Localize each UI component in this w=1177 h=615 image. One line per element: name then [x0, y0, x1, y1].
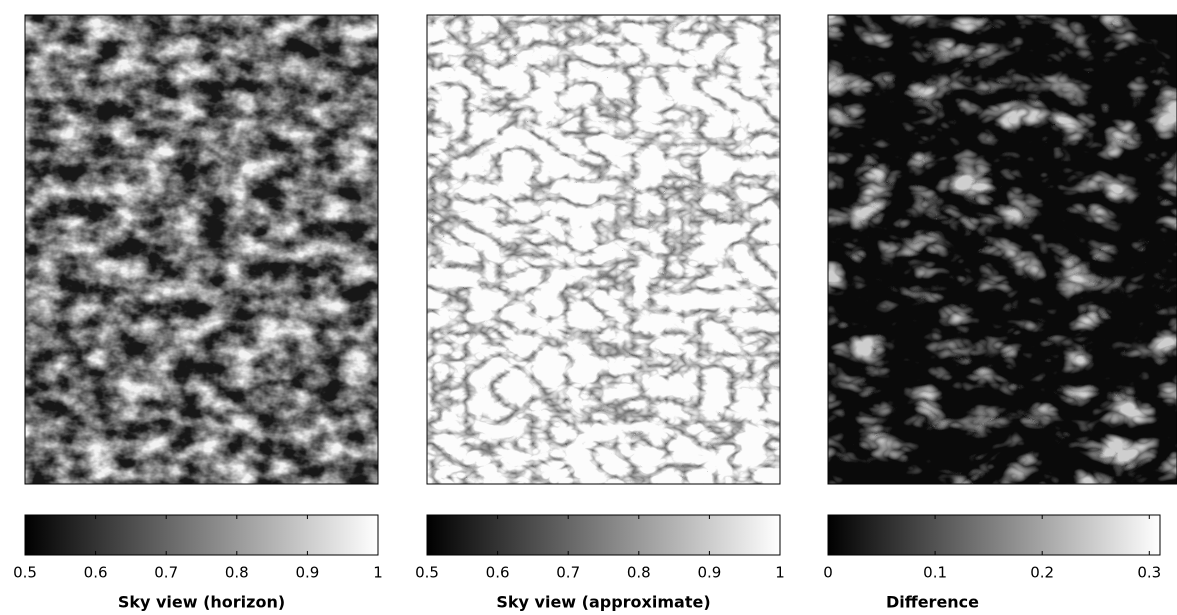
tick-label: 0.8	[225, 564, 249, 582]
colorbar	[828, 515, 1160, 555]
tick-label: 0.8	[627, 564, 651, 582]
figure: 0.5 0.6 0.7 0.8 0.9 1 Sky view (horizon) 0.5 0.6…	[0, 0, 1177, 615]
tick-label: 0.2	[1030, 564, 1054, 582]
colorbar-title: Difference	[886, 593, 979, 612]
tick-label: 0.6	[84, 564, 108, 582]
colorbar-title: Sky view (horizon)	[118, 593, 285, 612]
tick-label: 0.9	[295, 564, 319, 582]
tick-label: 0.5	[415, 564, 439, 582]
tick-label: 0	[823, 564, 833, 582]
colorbar-title: Sky view (approximate)	[496, 593, 710, 612]
tick-label: 0.3	[1137, 564, 1161, 582]
tick-label: 0.1	[923, 564, 947, 582]
colorbar	[427, 515, 780, 555]
raster-panel	[25, 15, 378, 484]
tick-label: 1	[373, 564, 383, 582]
tick-label: 0.7	[154, 564, 178, 582]
raster-panel	[828, 15, 1177, 484]
colorbar	[25, 515, 378, 555]
tick-label: 0.7	[556, 564, 580, 582]
tick-label: 0.6	[486, 564, 510, 582]
tick-label: 0.5	[13, 564, 37, 582]
tick-label: 1	[775, 564, 785, 582]
tick-label: 0.9	[697, 564, 721, 582]
raster-panel	[427, 15, 780, 484]
